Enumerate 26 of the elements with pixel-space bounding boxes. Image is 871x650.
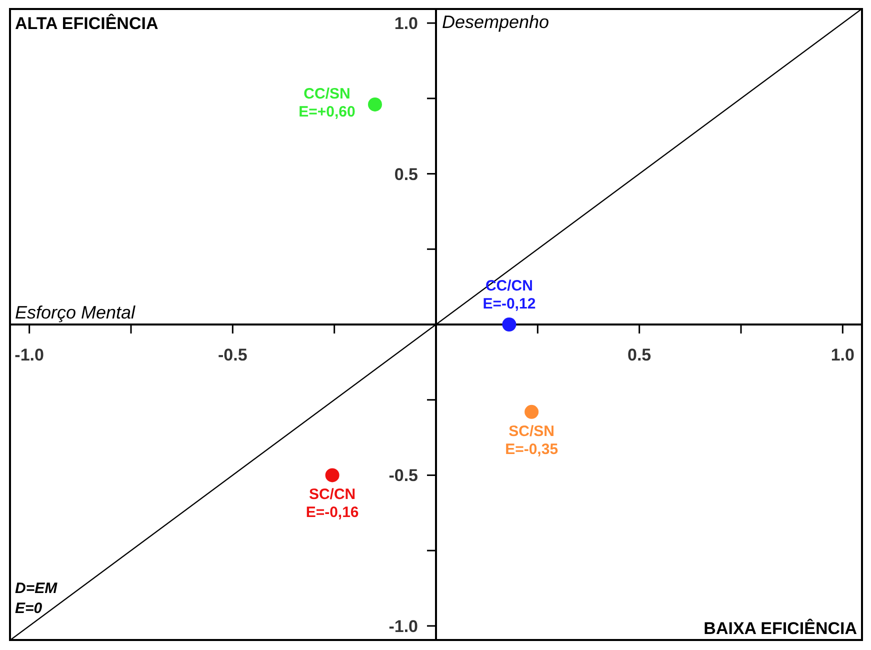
annotation: D=EM — [15, 580, 58, 597]
annotation: E=-0,16 — [306, 504, 359, 522]
point — [524, 404, 539, 419]
y-tick-label: -0.5 — [388, 466, 418, 486]
x-tick-label: -1.0 — [14, 346, 44, 364]
annotation: E=+0,60 — [298, 103, 356, 120]
series-label: CC/SN — [304, 85, 350, 102]
y-tick-label: -1.0 — [388, 616, 418, 636]
series-label: SC/CN — [308, 486, 356, 504]
x-tick-label: 1.0 — [830, 346, 854, 364]
annotation: BAIXA EFICIÊNCIA — [704, 619, 857, 639]
y-axis-title: Desempenho — [442, 12, 550, 32]
point — [502, 318, 516, 332]
series-label: SC/SN — [508, 422, 554, 440]
annotation: E=-0,12 — [482, 296, 536, 312]
annotation: E=-0,35 — [505, 440, 558, 458]
annotation: ALTA EFICIÊNCIA — [15, 14, 158, 34]
x-tick-label: 0.5 — [628, 346, 652, 364]
y-tick-label: 1.0 — [394, 14, 418, 34]
y-tick-label: 0.5 — [394, 164, 418, 184]
point — [325, 468, 340, 482]
text: CC/CN — [485, 278, 533, 294]
point — [368, 97, 382, 112]
x-tick-label: -0.5 — [218, 346, 248, 364]
annotation: E=0 — [15, 600, 42, 617]
x-axis-title: Esforço Mental — [15, 302, 136, 322]
